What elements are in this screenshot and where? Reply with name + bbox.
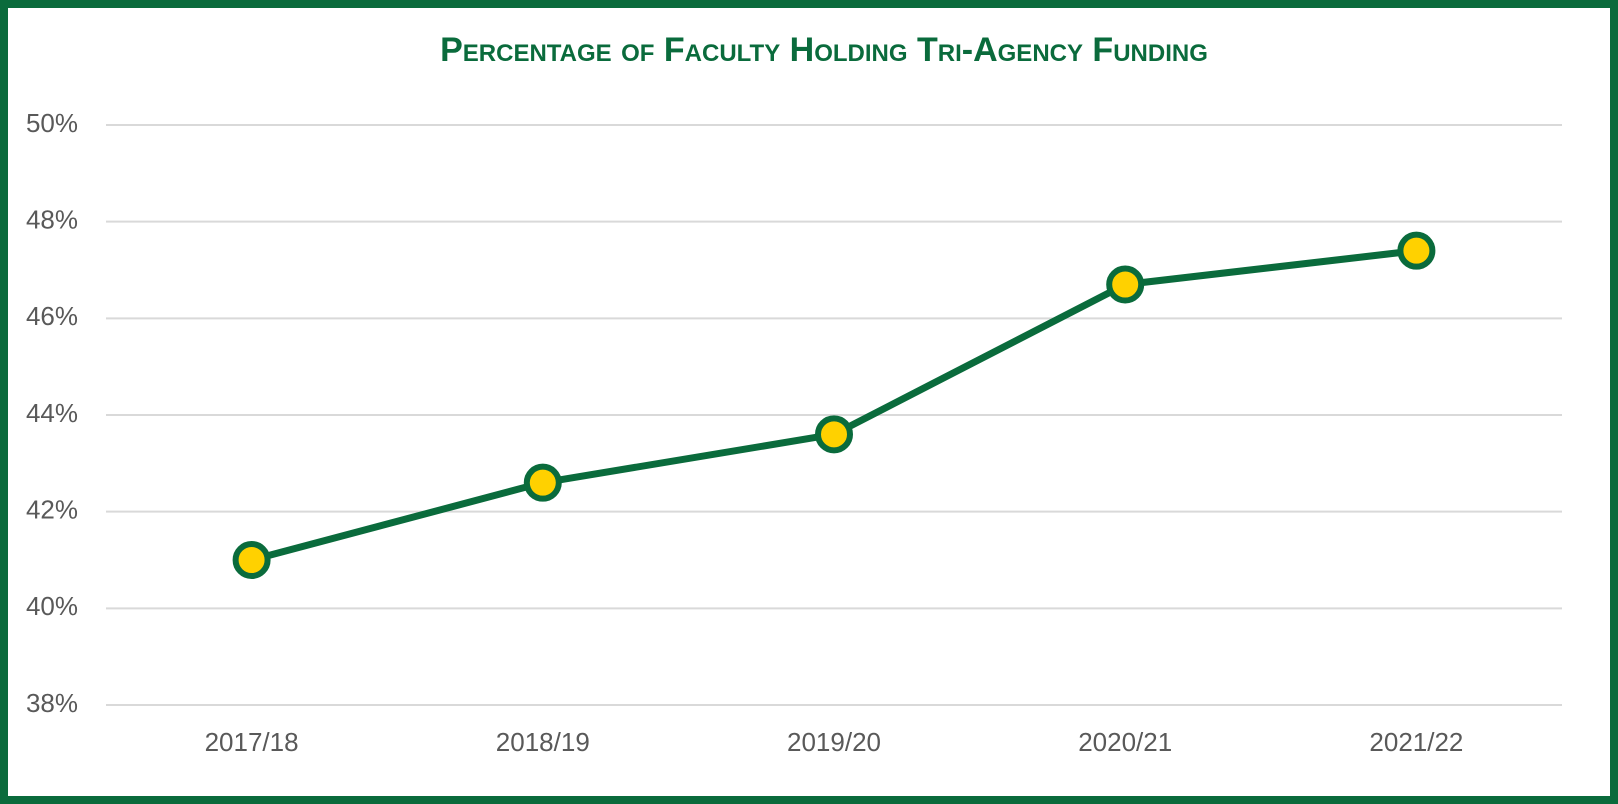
x-tick-label: 2021/22	[1369, 727, 1463, 757]
data-point	[815, 415, 853, 454]
x-tick-label: 2019/20	[787, 727, 881, 757]
y-tick-label: 48%	[26, 205, 78, 235]
data-point	[523, 463, 562, 502]
y-tick-label: 38%	[26, 688, 78, 718]
y-tick-label: 40%	[26, 591, 78, 621]
x-tick-label: 2018/19	[496, 727, 590, 757]
data-point	[1397, 231, 1436, 270]
y-tick-label: 46%	[26, 301, 78, 331]
chart-title: Percentage of Faculty Holding Tri-Agency…	[440, 31, 1208, 69]
y-tick-label: 50%	[26, 108, 78, 138]
y-tick-label: 44%	[26, 398, 78, 428]
data-point	[1106, 265, 1145, 304]
x-tick-label: 2017/18	[205, 727, 299, 757]
y-tick-label: 42%	[26, 495, 78, 525]
x-tick-label: 2020/21	[1078, 727, 1172, 757]
data-point	[232, 541, 271, 579]
